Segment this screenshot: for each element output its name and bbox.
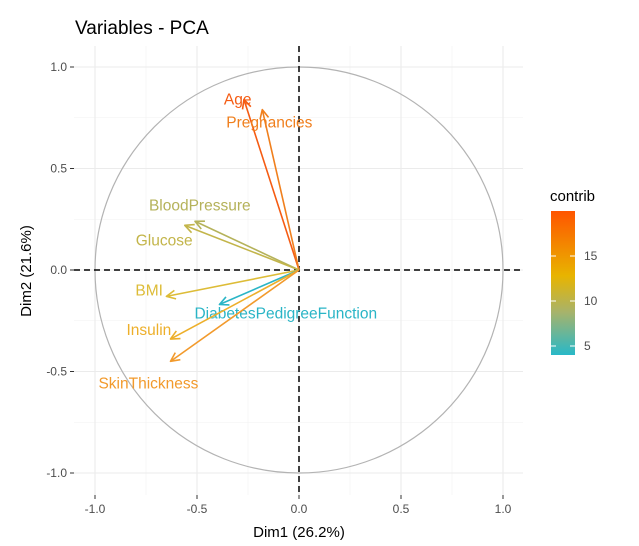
arrow-shaft <box>166 269 300 298</box>
arrow-head <box>169 330 181 340</box>
arrow-head <box>194 220 205 230</box>
legend-colorbar <box>551 211 575 355</box>
x-tick-label: 0.5 <box>393 502 410 516</box>
legend-tick-label: 10 <box>584 294 598 308</box>
arrow-shaft <box>170 269 300 363</box>
arrow-head <box>165 289 177 300</box>
y-tick-label: -1.0 <box>46 466 67 480</box>
variable-diabetespedigreefunction: DiabetesPedigreeFunction <box>194 269 377 323</box>
variable-skinthickness: SkinThickness <box>98 269 300 392</box>
arrow-head <box>183 223 195 234</box>
variable-label: Insulin <box>126 322 171 339</box>
x-tick-label: 1.0 <box>495 502 512 516</box>
x-tick-label: 0.0 <box>291 502 308 516</box>
variable-glucose: Glucose <box>136 223 300 271</box>
x-axis-title: Dim1 (26.2%) <box>253 524 345 541</box>
x-tick-label: -1.0 <box>85 502 106 516</box>
legend-tick-label: 5 <box>584 339 591 353</box>
y-tick-label: -0.5 <box>46 365 67 379</box>
arrow-head <box>241 98 252 110</box>
arrow-shaft <box>261 109 300 271</box>
variable-insulin: Insulin <box>126 269 300 340</box>
arrow-shaft <box>194 220 300 271</box>
y-tick-label: 1.0 <box>50 60 67 74</box>
variable-label: BloodPressure <box>149 197 251 214</box>
legend-title: contrib <box>550 188 595 205</box>
variable-age: Age <box>224 91 300 271</box>
arrow-head <box>259 108 270 120</box>
variable-pregnancies: Pregnancies <box>226 108 313 271</box>
variable-label: Pregnancies <box>226 115 312 132</box>
y-tick-label: 0.5 <box>50 162 67 176</box>
chart-title: Variables - PCA <box>75 18 209 39</box>
x-tick-label: -0.5 <box>187 502 208 516</box>
legend-ticks: 5 10 15 <box>551 249 598 353</box>
y-axis: -1.0 -0.5 0.0 0.5 1.0 <box>46 60 74 480</box>
plot-panel: -1.0 -0.5 0.0 0.5 1.0 -1.0 -0.5 0.0 0.5 1.0 Age Pre… <box>46 46 523 516</box>
variable-label: Glucose <box>136 232 193 249</box>
variable-bmi: BMI <box>135 269 300 300</box>
arrow-shaft <box>184 224 300 271</box>
arrow-shaft <box>170 269 300 340</box>
x-axis: -1.0 -0.5 0.0 0.5 1.0 <box>85 495 512 516</box>
variable-bloodpressure: BloodPressure <box>149 197 300 271</box>
legend: contrib 5 10 15 <box>550 188 598 355</box>
y-tick-label: 0.0 <box>50 263 67 277</box>
arrow-shaft <box>219 269 300 306</box>
variable-label: BMI <box>135 282 163 299</box>
arrow-shaft <box>243 99 300 271</box>
variable-label: DiabetesPedigreeFunction <box>194 306 377 323</box>
legend-tick-label: 15 <box>584 249 598 263</box>
y-axis-title: Dim2 (21.6%) <box>18 225 35 317</box>
arrow-head <box>169 352 181 363</box>
variable-label: SkinThickness <box>98 375 198 392</box>
arrow-head <box>218 296 230 306</box>
variable-label: Age <box>224 91 252 108</box>
